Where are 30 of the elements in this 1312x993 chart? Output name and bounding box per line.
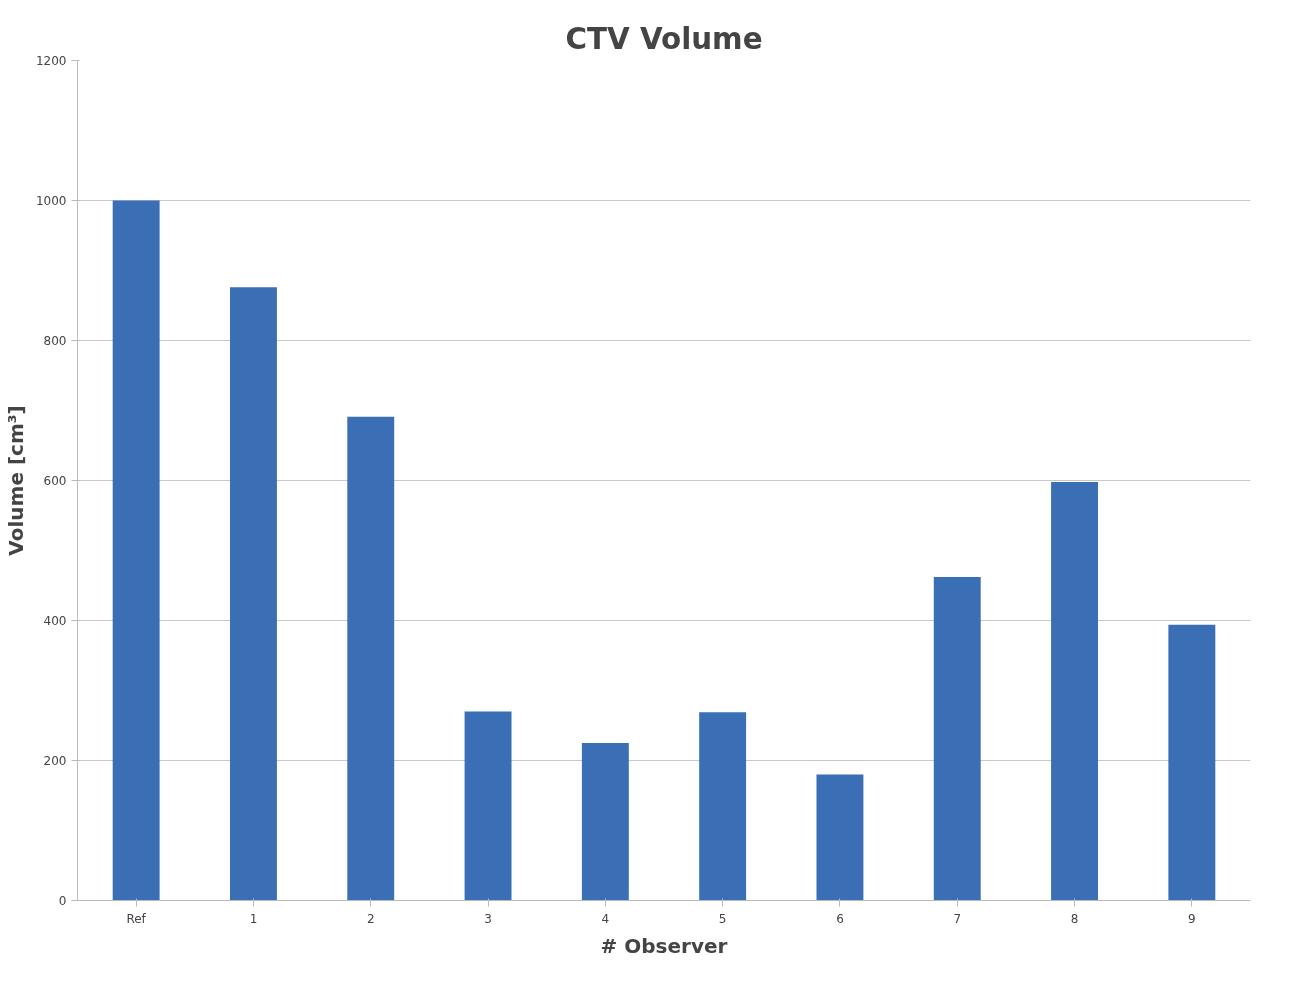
y-tick-label: 200 <box>43 754 67 768</box>
y-axis-title: Volume [cm³] <box>3 405 28 556</box>
bar <box>816 774 864 901</box>
x-tick-label: 3 <box>484 911 492 926</box>
y-tick-label: 800 <box>43 334 67 348</box>
y-tick-label: 400 <box>43 614 67 628</box>
y-tick-label: 0 <box>58 894 67 908</box>
x-tick-label: 1 <box>249 911 258 926</box>
x-tick-label: 7 <box>953 911 962 926</box>
bar <box>229 287 277 901</box>
bar <box>347 416 395 901</box>
x-tick-label: Ref <box>126 911 147 926</box>
bar <box>112 200 160 901</box>
bar <box>933 577 981 901</box>
bar <box>699 712 747 901</box>
x-tick-label: 4 <box>601 911 610 926</box>
bar <box>464 711 512 901</box>
x-tick-label: 8 <box>1070 911 1079 926</box>
y-tick-label: 1000 <box>35 194 67 208</box>
y-tick-label: 600 <box>43 474 67 488</box>
bar <box>1168 624 1216 901</box>
y-tick-label: 1200 <box>35 54 67 68</box>
x-tick-label: 5 <box>718 911 727 926</box>
bar <box>581 743 629 901</box>
x-tick-label: 6 <box>836 911 844 926</box>
x-tick-label: 2 <box>366 911 375 926</box>
x-tick-label: 9 <box>1188 911 1196 926</box>
bar <box>1051 481 1099 901</box>
chart-title: CTV Volume <box>565 21 763 56</box>
x-axis-title: # Observer <box>600 933 728 958</box>
